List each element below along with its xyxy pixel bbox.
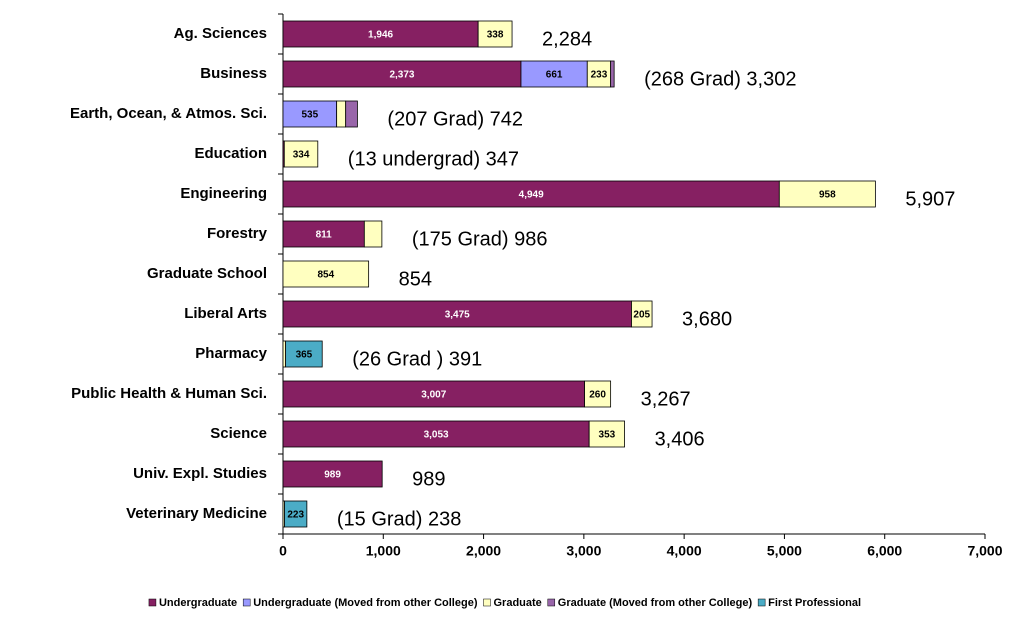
x-tick-label: 2,000 xyxy=(466,543,501,559)
bar-segment xyxy=(282,220,365,248)
value-label: 1,946 xyxy=(368,30,393,41)
legend-label: Graduate xyxy=(493,597,541,609)
category-label: Earth, Ocean, & Atmos. Sci. xyxy=(70,105,267,122)
bar-segment xyxy=(778,180,876,208)
legend-swatch xyxy=(483,598,491,607)
bar-segment xyxy=(520,60,588,88)
value-label: 233 xyxy=(591,70,608,81)
legend-label: Graduate (Moved from other College) xyxy=(558,597,753,609)
x-tick-label: 1,000 xyxy=(366,543,401,559)
value-label: 958 xyxy=(819,190,836,201)
value-label: 661 xyxy=(546,70,563,81)
value-label: 365 xyxy=(296,350,313,361)
value-label: 811 xyxy=(316,230,333,241)
category-label: Graduate School xyxy=(147,265,267,282)
category-label: Univ. Expl. Studies xyxy=(133,465,267,482)
total-annotation: (13 undergrad) 347 xyxy=(348,148,519,170)
total-annotation: (26 Grad ) 391 xyxy=(352,348,482,370)
x-tick-label: 3,000 xyxy=(566,543,601,559)
value-label: 3,053 xyxy=(424,430,449,441)
bar-segment xyxy=(610,60,615,88)
x-tick-label: 0 xyxy=(279,543,287,559)
legend-label: Undergraduate xyxy=(159,597,237,609)
x-tick-label: 7,000 xyxy=(967,543,1002,559)
bar-segment xyxy=(282,420,590,448)
value-label: 4,949 xyxy=(519,190,544,201)
value-label: 205 xyxy=(633,310,650,321)
x-tick-label: 5,000 xyxy=(767,543,802,559)
total-annotation: (207 Grad) 742 xyxy=(387,108,523,130)
category-label: Business xyxy=(200,65,267,82)
bar-segment xyxy=(284,500,308,528)
x-tick-label: 6,000 xyxy=(867,543,902,559)
category-label: Science xyxy=(210,425,267,442)
bar-segment xyxy=(282,460,383,488)
legend-label: Undergraduate (Moved from other College) xyxy=(253,597,478,609)
category-label: Education xyxy=(194,145,267,162)
category-label: Liberal Arts xyxy=(184,305,267,322)
x-tick-label: 4,000 xyxy=(667,543,702,559)
category-label: Forestry xyxy=(207,225,268,242)
bar-segment xyxy=(588,420,625,448)
legend-swatch xyxy=(547,598,556,607)
bar-segment xyxy=(584,380,612,408)
category-label: Public Health & Human Sci. xyxy=(71,385,267,402)
total-annotation: (175 Grad) 986 xyxy=(412,228,548,250)
bar-segment xyxy=(477,20,513,48)
bar-segment xyxy=(282,20,479,48)
bar-segment xyxy=(285,340,323,368)
bar-segment xyxy=(282,380,585,408)
category-label: Ag. Sciences xyxy=(174,25,267,42)
total-annotation: 5,907 xyxy=(905,188,955,210)
total-annotation: 3,406 xyxy=(655,428,705,450)
category-label: Pharmacy xyxy=(195,345,267,362)
bar-segment xyxy=(283,140,319,168)
value-label: 338 xyxy=(487,30,504,41)
value-label: 223 xyxy=(287,510,304,521)
value-label: 989 xyxy=(324,470,341,481)
total-annotation: 3,267 xyxy=(641,388,691,410)
bar-segment xyxy=(282,300,632,328)
total-annotation: (268 Grad) 3,302 xyxy=(644,68,796,90)
legend-swatch xyxy=(757,598,766,607)
value-label: 353 xyxy=(599,430,616,441)
bar-segment xyxy=(282,180,780,208)
category-label: Engineering xyxy=(180,185,267,202)
value-label: 2,373 xyxy=(389,70,414,81)
bar-segment xyxy=(336,100,347,128)
bar-segment xyxy=(345,100,358,128)
bar-segment xyxy=(282,100,338,128)
legend-swatch xyxy=(242,598,251,607)
value-label: 334 xyxy=(293,150,310,161)
bar-segment xyxy=(282,260,370,288)
value-label: 854 xyxy=(317,270,334,281)
value-label: 535 xyxy=(301,110,318,121)
total-annotation: 3,680 xyxy=(682,308,732,330)
value-label: 260 xyxy=(589,390,606,401)
legend-swatch xyxy=(148,598,157,607)
bar-segment xyxy=(282,60,522,88)
bar-segment xyxy=(631,300,653,328)
category-label: Veterinary Medicine xyxy=(126,505,267,522)
value-label: 3,475 xyxy=(445,310,470,321)
total-annotation: 989 xyxy=(412,468,445,490)
total-annotation: 854 xyxy=(399,268,432,290)
bar-segment xyxy=(363,220,383,248)
total-annotation: (15 Grad) 238 xyxy=(337,508,462,530)
total-annotation: 2,284 xyxy=(542,28,592,50)
legend-label: First Professional xyxy=(768,597,861,609)
value-label: 3,007 xyxy=(421,390,446,401)
